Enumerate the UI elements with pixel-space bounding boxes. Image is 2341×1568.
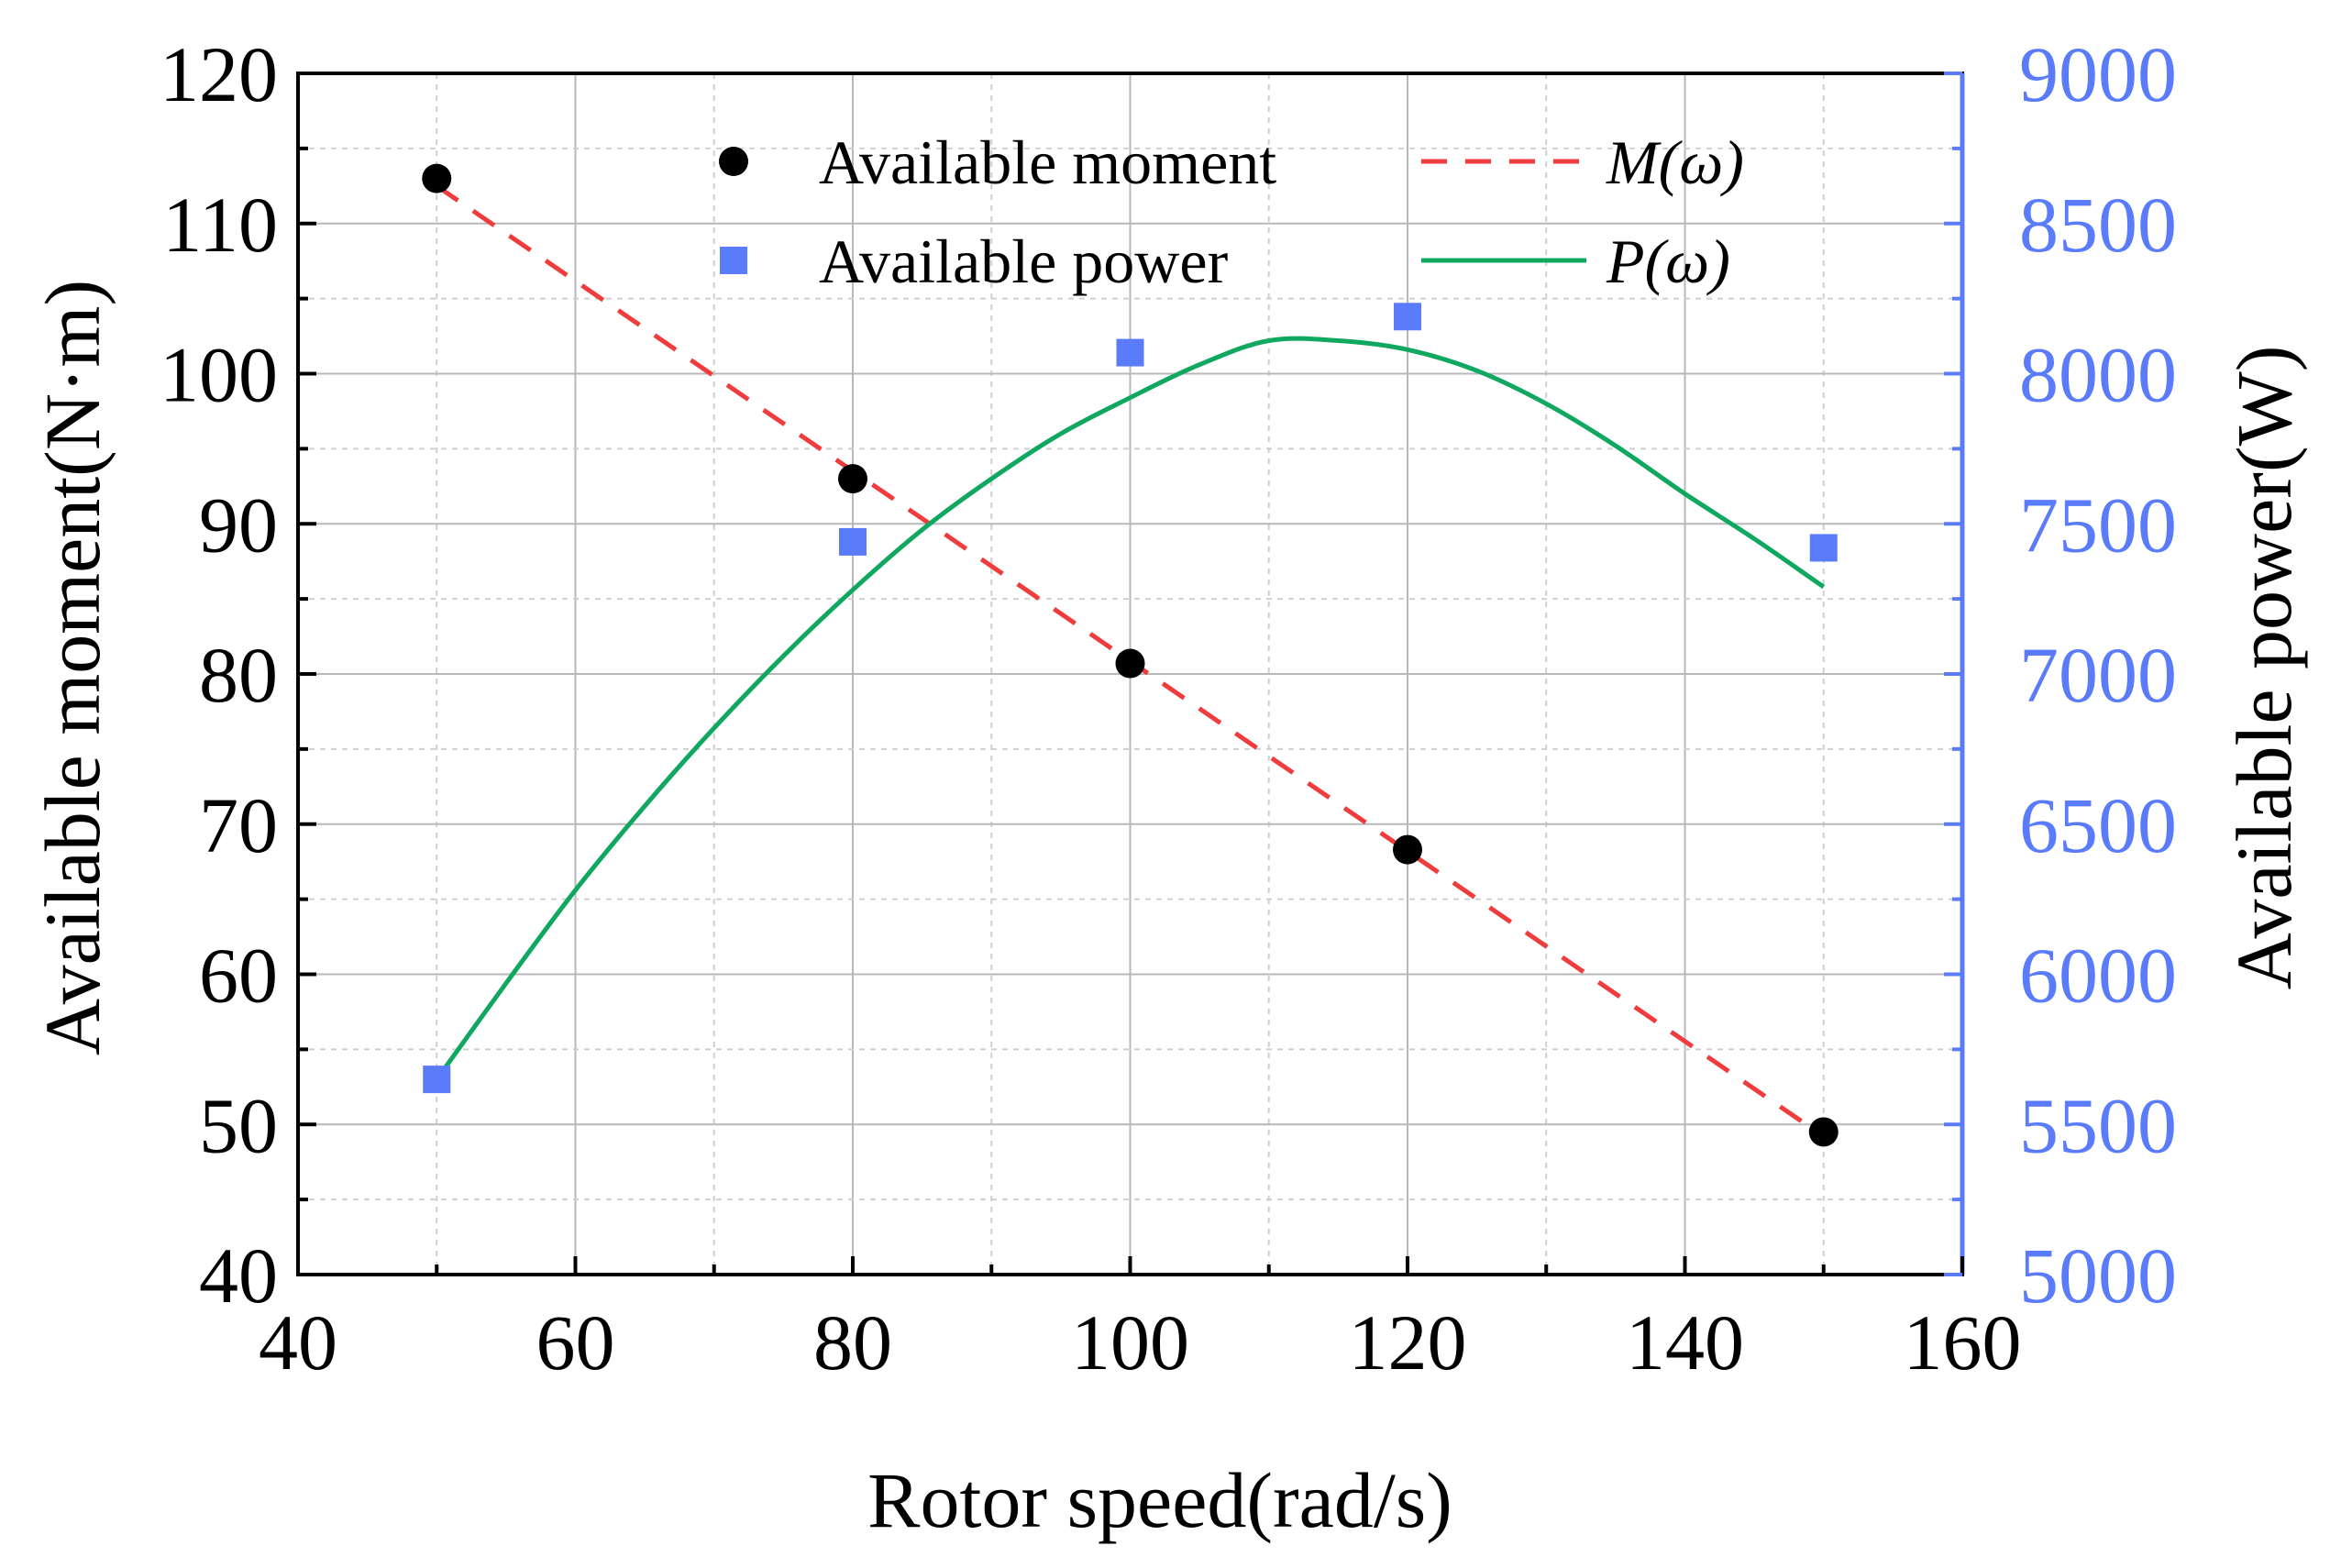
series-layer xyxy=(422,163,1839,1147)
y-right-tick-label: 5000 xyxy=(2019,1231,2177,1320)
x-tick-label: 160 xyxy=(1904,1298,2022,1386)
y-right-tick-label: 6000 xyxy=(2019,932,2177,1020)
available-moment-point xyxy=(1393,834,1422,865)
y-left-tick-label: 50 xyxy=(199,1081,278,1169)
y-right-tick-label: 5500 xyxy=(2019,1081,2177,1169)
legend-available-moment-label: Available moment xyxy=(819,127,1276,197)
y-left-tick-label: 70 xyxy=(199,781,278,869)
axis-ticks: 40 60 80 100 120 140 160 40 50 60 70 80 90 100 110 120 5… xyxy=(160,30,2177,1386)
y-right-tick-label: 7000 xyxy=(2019,631,2177,719)
y-right-tick-label: 8000 xyxy=(2019,331,2177,419)
y-left-tick-label: 110 xyxy=(162,181,278,269)
available-power-point xyxy=(839,527,867,556)
available-moment-point xyxy=(422,163,452,193)
y-left-tick-label: 80 xyxy=(199,631,278,719)
legend-available-moment-marker xyxy=(719,147,748,176)
available-power-point xyxy=(1809,534,1838,562)
x-tick-label: 100 xyxy=(1071,1298,1189,1386)
available-moment-point xyxy=(1115,648,1145,679)
y-right-axis-title: Available power(W) xyxy=(2220,346,2308,990)
x-tick-label: 40 xyxy=(259,1298,337,1386)
y-right-tick-label: 6500 xyxy=(2019,781,2177,869)
available-power-point xyxy=(1394,303,1421,331)
available-power-point xyxy=(423,1066,451,1094)
y-left-axis-title: Available moment(N·m) xyxy=(28,280,116,1055)
y-left-tick-label: 100 xyxy=(160,331,278,419)
x-tick-label: 120 xyxy=(1349,1298,1467,1386)
legend-moment-fit-label: M(ω) xyxy=(1606,127,1744,197)
x-tick-label: 140 xyxy=(1626,1298,1744,1386)
legend-available-power-label: Available power xyxy=(819,226,1229,296)
available-power-point xyxy=(1116,338,1144,367)
y-left-tick-label: 90 xyxy=(199,480,278,569)
legend: Available moment Available power M(ω) P(ω) xyxy=(719,127,1744,296)
series-power-fit-line xyxy=(435,336,1826,1081)
available-moment-point xyxy=(838,464,867,494)
grid xyxy=(298,73,1962,1275)
legend-available-power-marker xyxy=(720,247,747,274)
y-left-tick-label: 40 xyxy=(199,1231,278,1320)
available-moment-point xyxy=(1808,1117,1839,1147)
x-tick-label: 80 xyxy=(813,1298,892,1386)
y-right-tick-label: 8500 xyxy=(2019,181,2177,269)
legend-power-fit-label: P(ω) xyxy=(1606,226,1730,296)
y-left-tick-label: 120 xyxy=(160,30,278,118)
y-left-tick-label: 60 xyxy=(199,932,278,1020)
y-right-tick-label: 7500 xyxy=(2019,480,2177,569)
x-axis-title: Rotor speed(rad/s) xyxy=(867,1456,1452,1544)
x-tick-label: 60 xyxy=(536,1298,615,1386)
y-right-tick-label: 9000 xyxy=(2019,30,2177,118)
